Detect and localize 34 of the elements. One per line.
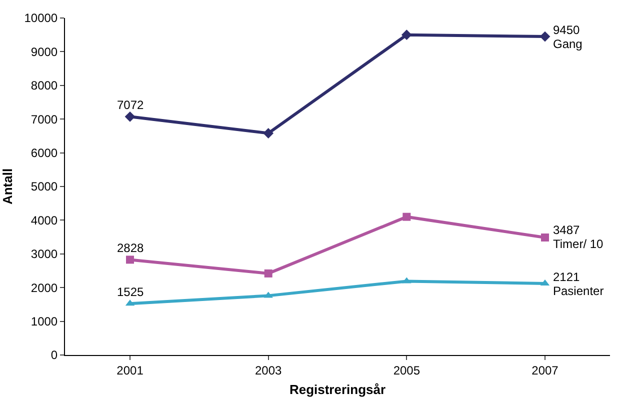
series-label: Gang (553, 37, 582, 51)
x-tick-label: 2007 (532, 363, 559, 378)
data-label: 2121 (553, 270, 580, 284)
data-label: 9450 (553, 23, 580, 37)
point (124, 111, 136, 122)
y-tick-label: 8000 (30, 78, 58, 93)
data-label: 3487 (553, 223, 580, 237)
y-tick-label: 7000 (30, 112, 58, 126)
point (540, 31, 550, 42)
y-tick-label: 3000 (30, 247, 58, 262)
y-tick-label: 5000 (30, 180, 58, 194)
point (540, 233, 549, 242)
point (401, 30, 412, 40)
point (126, 256, 134, 264)
point (402, 212, 411, 221)
y-tick-label: 6000 (30, 146, 58, 160)
data-label: 2828 (117, 241, 144, 255)
data-label: 7072 (117, 98, 144, 112)
y-tick-label: 9000 (30, 44, 58, 59)
y-tick-label: 1000 (30, 314, 58, 328)
series-label: Timer/ 10 (553, 237, 604, 251)
x-axis-title: Registreringsår (289, 382, 386, 397)
x-tick-label: 2005 (393, 363, 420, 378)
y-tick-label: 4000 (30, 213, 58, 228)
y-axis-title: Antall (0, 168, 16, 205)
y-tick-label: 2000 (30, 280, 58, 295)
x-tick-label: 2001 (116, 363, 144, 378)
y-tick-label: 0 (50, 348, 58, 362)
point (264, 269, 272, 278)
x-tick-label: 2003 (254, 363, 282, 378)
y-tick-label: 10000 (24, 11, 58, 26)
series-label: Pasienter (553, 284, 604, 298)
data-label: 1525 (117, 285, 144, 299)
point (263, 128, 274, 138)
